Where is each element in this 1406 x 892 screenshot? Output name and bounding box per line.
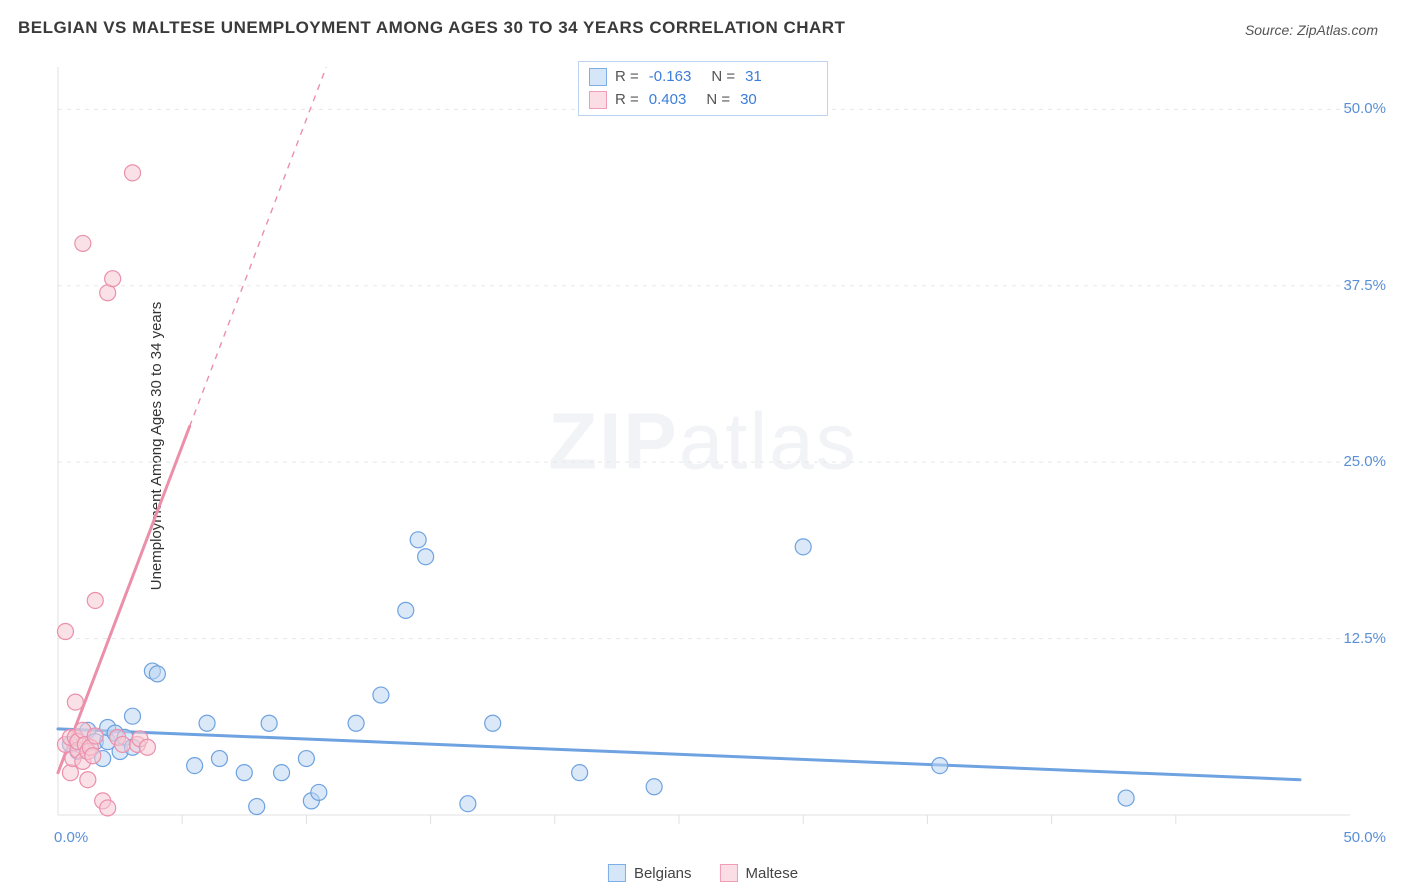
y-tick-label: 37.5%: [1343, 277, 1386, 294]
legend-item: Maltese: [720, 864, 799, 882]
bottom-legend: Belgians Maltese: [608, 864, 798, 882]
series-swatch: [589, 91, 607, 109]
n-value: 31: [745, 66, 762, 89]
source-name: ZipAtlas.com: [1297, 22, 1378, 38]
legend-item: Belgians: [608, 864, 692, 882]
legend-swatch: [608, 864, 626, 882]
r-label: R =: [615, 89, 639, 112]
y-tick-label: 50.0%: [1343, 100, 1386, 117]
plot-area: [50, 55, 1350, 835]
stats-row: R = -0.163 N = 31: [589, 66, 817, 89]
source-prefix: Source:: [1245, 22, 1297, 38]
y-tick-label: 25.0%: [1343, 453, 1386, 470]
y-tick-label: 12.5%: [1343, 630, 1386, 647]
x-axis-min-label: 0.0%: [54, 829, 88, 846]
n-value: 30: [740, 89, 757, 112]
source-attribution: Source: ZipAtlas.com: [1245, 22, 1378, 38]
stats-row: R = 0.403 N = 30: [589, 89, 817, 112]
stats-legend-box: R =-0.163N =31R =0.403N =30: [578, 61, 828, 116]
legend-swatch: [720, 864, 738, 882]
legend-label: Maltese: [746, 865, 799, 882]
r-value: -0.163: [649, 66, 692, 89]
series-swatch: [589, 68, 607, 86]
chart-title: BELGIAN VS MALTESE UNEMPLOYMENT AMONG AG…: [18, 18, 845, 38]
n-label: N =: [711, 66, 735, 89]
r-label: R =: [615, 66, 639, 89]
legend-label: Belgians: [634, 865, 692, 882]
n-label: N =: [706, 89, 730, 112]
r-value: 0.403: [649, 89, 687, 112]
x-axis-max-label: 50.0%: [1343, 829, 1386, 846]
chart-svg: [50, 55, 1350, 835]
